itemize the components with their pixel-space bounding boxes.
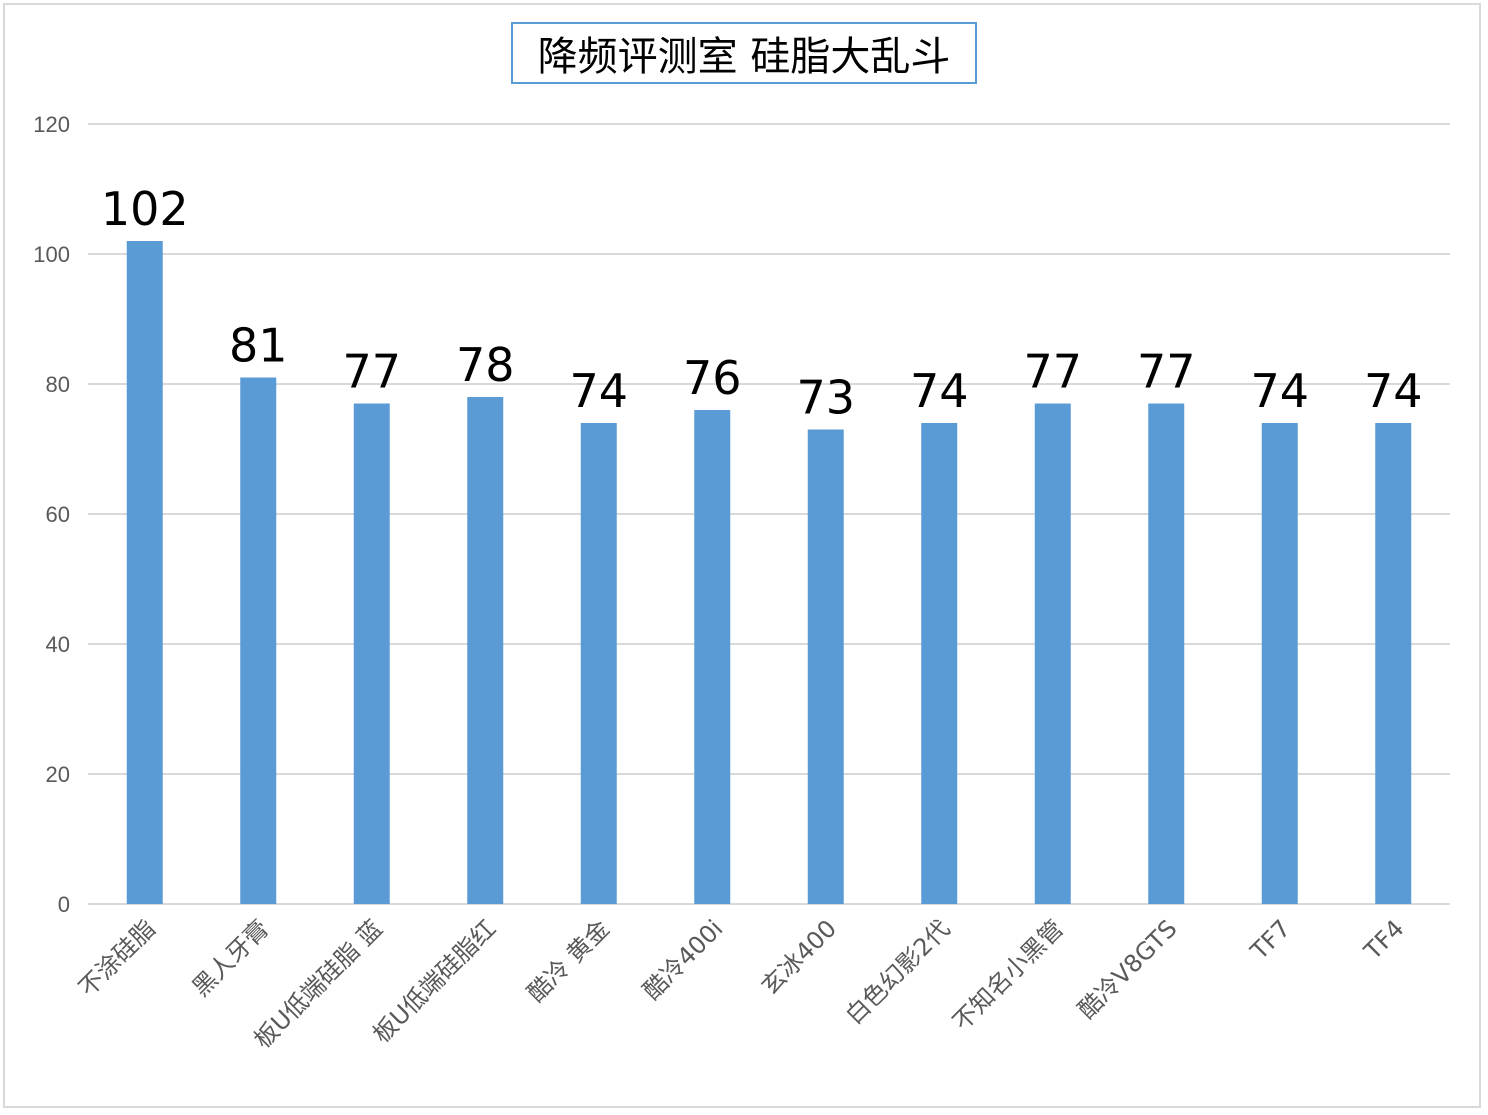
data-label: 77 [1137, 345, 1196, 399]
y-tick-label: 120 [33, 112, 70, 137]
bar-1 [126, 241, 163, 904]
bar-2 [240, 377, 277, 904]
chart-frame [3, 3, 1481, 1108]
bar-4 [467, 397, 504, 904]
y-tick-label: 100 [33, 242, 70, 267]
bar-12 [1375, 423, 1412, 904]
x-tick-label: 白色幻影2代 [840, 914, 955, 1029]
data-labels: 102 81 77 78 74 76 73 74 77 77 74 74 [101, 182, 1423, 425]
x-tick-label: 酷冷400i [638, 914, 729, 1005]
bar-6 [694, 410, 731, 904]
y-tick-label: 80 [46, 372, 70, 397]
y-tick-label: 0 [58, 892, 70, 917]
bar-11 [1261, 423, 1298, 904]
gridlines [88, 123, 1450, 905]
y-axis-ticks: 0 20 40 60 80 100 120 [33, 112, 70, 917]
x-tick-label: 黑人牙膏 [187, 914, 275, 1002]
data-label: 102 [101, 182, 189, 236]
bar-3 [353, 403, 390, 904]
bar-10 [1148, 403, 1185, 904]
data-label: 74 [1250, 364, 1309, 418]
bar-9 [1034, 403, 1071, 904]
x-tick-label: 不知名小黑管 [947, 914, 1069, 1036]
data-label: 74 [1364, 364, 1423, 418]
data-label: 77 [342, 345, 401, 399]
data-label: 74 [910, 364, 969, 418]
x-tick-label: 不涂硅脂 [73, 914, 161, 1002]
x-tick-label: TF4 [1358, 914, 1409, 965]
y-tick-label: 20 [46, 762, 70, 787]
y-tick-label: 60 [46, 502, 70, 527]
data-label: 76 [683, 351, 742, 405]
x-tick-label: 酷冷 黄金 [522, 914, 615, 1007]
x-tick-label: TF7 [1245, 914, 1296, 965]
bar-7 [807, 429, 844, 904]
data-label: 74 [569, 364, 628, 418]
data-label: 81 [229, 319, 288, 373]
x-tick-label: 玄冰400 [756, 914, 842, 1000]
data-label: 77 [1023, 345, 1082, 399]
bar-8 [921, 423, 958, 904]
data-label: 73 [796, 371, 855, 425]
bar-5 [580, 423, 617, 904]
y-tick-label: 40 [46, 632, 70, 657]
data-label: 78 [456, 338, 515, 392]
bars [126, 241, 1412, 904]
chart-title: 降频评测室 硅脂大乱斗 [511, 22, 977, 84]
x-tick-label: 酷冷V8GTS [1073, 914, 1183, 1024]
